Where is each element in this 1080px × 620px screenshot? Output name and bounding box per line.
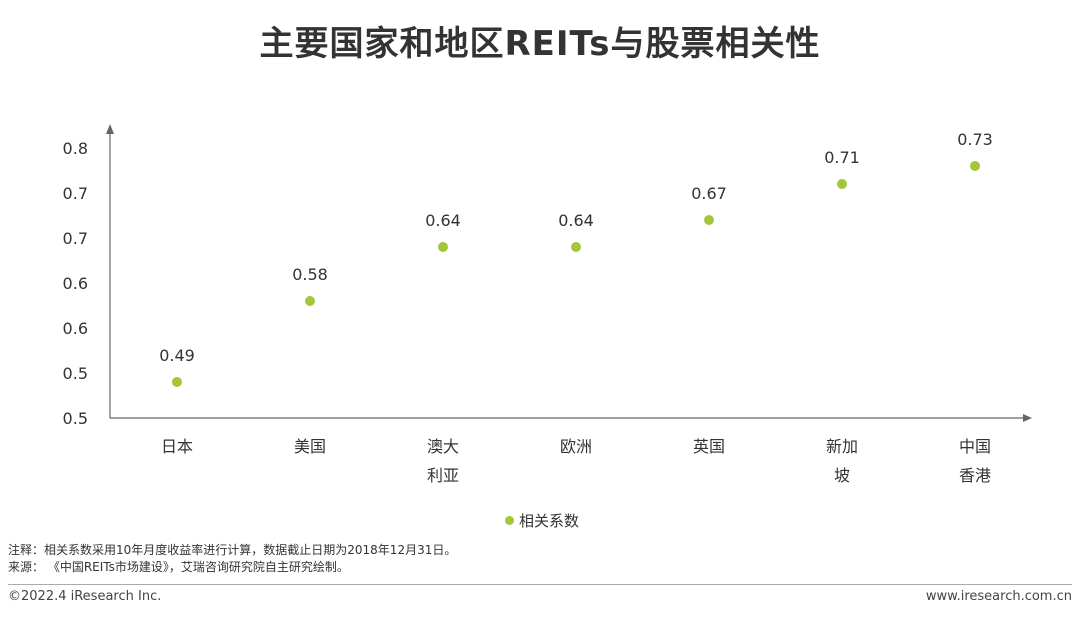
y-tick-label: 0.5 [63, 409, 88, 428]
data-point [438, 242, 448, 252]
data-label: 0.64 [425, 211, 461, 230]
source-line: 来源： 《中国REITs市场建设》，艾瑞咨询研究院自主研究绘制。 [8, 560, 349, 574]
x-tick-label: 利亚 [427, 466, 459, 485]
x-tick-label: 欧洲 [560, 437, 592, 456]
data-label: 0.49 [159, 346, 195, 365]
legend: 相关系数 [505, 510, 579, 531]
chart-title: 主要国家和地区REITs与股票相关性 [259, 24, 821, 64]
data-point [172, 377, 182, 387]
y-tick-label: 0.6 [63, 274, 88, 293]
y-tick-label: 0.7 [63, 184, 88, 203]
x-tick-label: 中国 [959, 437, 991, 456]
note-line: 注释：相关系数采用10年月度收益率进行计算，数据截止日期为2018年12月31日… [8, 543, 457, 557]
y-tick-label: 0.8 [63, 139, 88, 158]
y-tick-label: 0.5 [63, 364, 88, 383]
data-point [571, 242, 581, 252]
x-tick-label: 坡 [834, 466, 850, 485]
data-point [305, 296, 315, 306]
data-point [837, 179, 847, 189]
x-tick-label: 日本 [161, 437, 193, 456]
footer-divider [8, 584, 1072, 585]
x-tick-label: 英国 [693, 437, 725, 456]
x-tick-label: 美国 [294, 437, 326, 456]
y-axis-arrow [106, 124, 114, 134]
data-label: 0.71 [824, 148, 860, 167]
copyright: ©2022.4 iResearch Inc. [8, 589, 162, 604]
website-link[interactable]: www.iresearch.com.cn [925, 589, 1072, 604]
legend-label: 相关系数 [519, 512, 580, 530]
data-label: 0.58 [292, 265, 328, 284]
data-label: 0.64 [558, 211, 594, 230]
y-tick-label: 0.6 [63, 319, 88, 338]
notes: 注释：相关系数采用10年月度收益率进行计算，数据截止日期为2018年12月31日… [8, 542, 456, 576]
y-tick-label: 0.7 [63, 229, 88, 248]
x-tick-label: 香港 [959, 466, 991, 485]
data-label: 0.73 [957, 130, 993, 149]
x-tick-label: 新加 [826, 437, 858, 456]
legend-marker [505, 516, 514, 525]
data-point [704, 215, 714, 225]
x-tick-label: 澳大 [427, 437, 459, 456]
x-axis-arrow [1023, 414, 1032, 422]
data-label: 0.67 [691, 184, 727, 203]
data-point [970, 161, 980, 171]
